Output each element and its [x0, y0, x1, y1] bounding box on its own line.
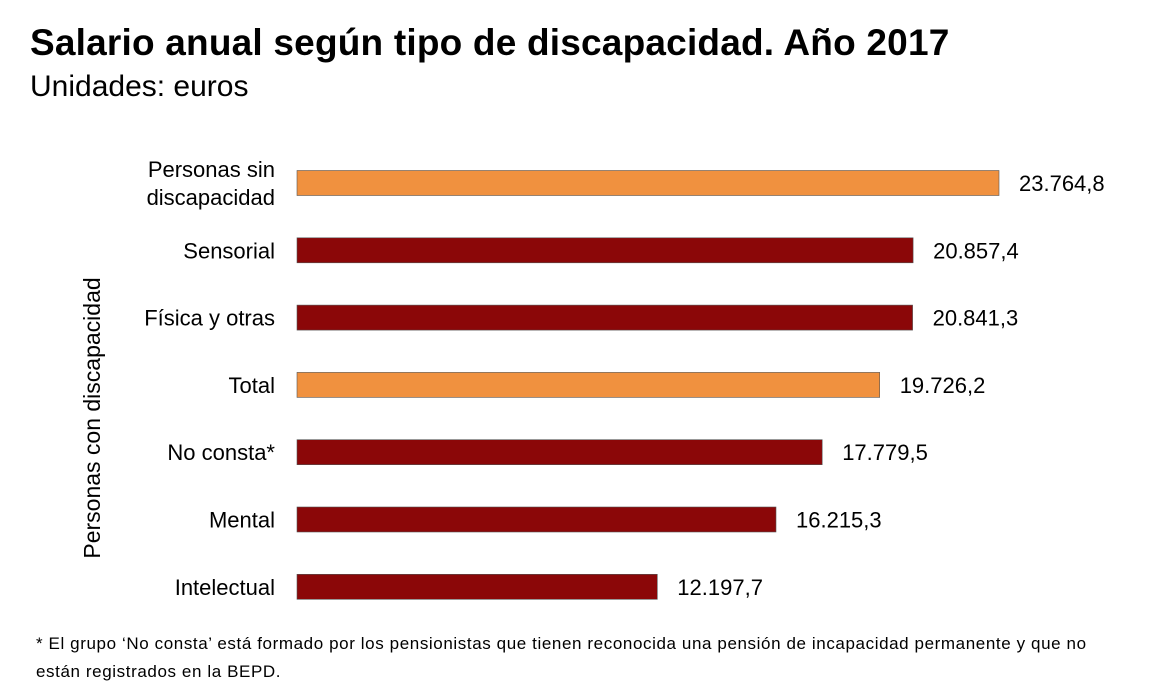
category-label-7: Intelectual: [175, 575, 275, 600]
value-label-3: 20.841,3: [933, 306, 1019, 331]
category-label-6: Mental: [209, 508, 275, 533]
value-label-7: 12.197,7: [677, 575, 763, 600]
category-label-4: Total: [229, 373, 275, 398]
category-label-3: Física y otras: [144, 306, 275, 331]
bar-4: [296, 372, 881, 398]
value-label-2: 20.857,4: [933, 238, 1019, 263]
bar-7: [296, 573, 658, 600]
chart-subtitle: Unidades: euros: [30, 70, 249, 103]
y-axis-label: Personas con discapacidad: [79, 277, 105, 558]
bar-3: [296, 304, 913, 331]
value-label-1: 23.764,8: [1019, 171, 1105, 196]
category-label-1: Personas sin discapacidad: [147, 157, 275, 210]
bar-5: [296, 439, 823, 466]
chart-title: Salario anual según tipo de discapacidad…: [30, 22, 950, 63]
bar-1: [296, 170, 1000, 196]
value-label-4: 19.726,2: [900, 373, 986, 398]
bar-2: [296, 237, 914, 264]
footnote: * El grupo ‘No consta’ está formado por …: [36, 634, 1087, 681]
bar-6: [296, 506, 777, 533]
category-label-2: Sensorial: [183, 238, 275, 263]
value-label-6: 16.215,3: [796, 508, 882, 533]
value-label-5: 17.779,5: [842, 440, 928, 465]
category-label-5: No consta*: [167, 440, 275, 465]
